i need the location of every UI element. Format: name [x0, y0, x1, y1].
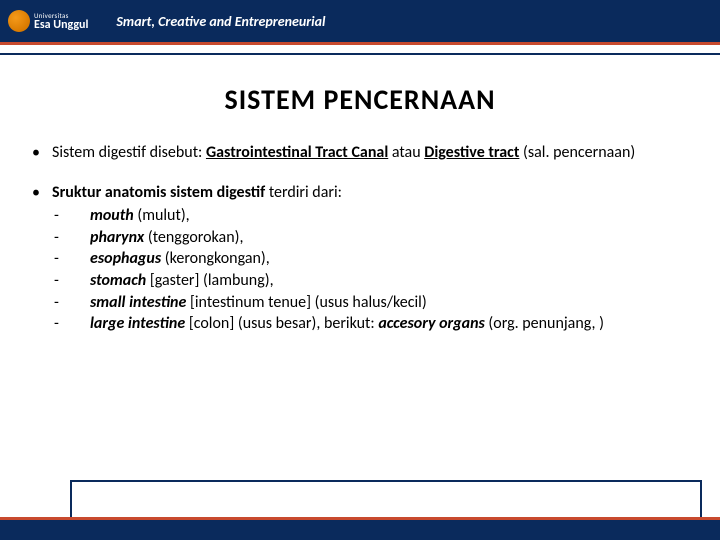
- subtext: small intestine [intestinum tenue] (usus…: [90, 292, 688, 314]
- list-item: - small intestine [intestinum tenue] (us…: [52, 292, 688, 314]
- list-item: - mouth (mulut),: [52, 205, 688, 227]
- tail: (org. penunjang, ): [485, 314, 604, 333]
- top-gap: [0, 45, 720, 53]
- subtext: large intestine [colon] (usus besar), be…: [90, 313, 688, 335]
- dash: -: [52, 205, 90, 227]
- subtext: stomach [gaster] (lambung),: [90, 270, 688, 292]
- subtext: esophagus (kerongkongan),: [90, 248, 688, 270]
- sublist: - mouth (mulut), - pharynx (tenggorokan)…: [52, 205, 688, 335]
- b2-lead-rest: terdiri dari:: [265, 183, 342, 202]
- term2: accesory organs: [378, 314, 485, 333]
- term: large intestine: [90, 314, 185, 333]
- bullet-1-body: Sistem digestif disebut: Gastrointestina…: [52, 142, 688, 164]
- rest: [gaster] (lambung),: [146, 271, 273, 290]
- top-blue-line: [0, 53, 720, 55]
- footer-box: [70, 480, 702, 522]
- b1-post: (sal. pencernaan): [519, 143, 635, 162]
- header-bar: Universitas Esa Unggul Smart, Creative a…: [0, 0, 720, 42]
- rest: (tenggorokan),: [144, 228, 243, 247]
- b1-mid: atau: [388, 143, 424, 162]
- dash: -: [52, 227, 90, 249]
- dash: -: [52, 313, 90, 335]
- dash: -: [52, 248, 90, 270]
- logo-text: Universitas Esa Unggul: [34, 12, 88, 31]
- subtext: pharynx (tenggorokan),: [90, 227, 688, 249]
- bullet-1: • Sistem digestif disebut: Gastrointesti…: [32, 142, 688, 164]
- logo-icon: [8, 10, 30, 32]
- term: stomach: [90, 271, 146, 290]
- rest: [intestinum tenue] (usus halus/kecil): [186, 293, 426, 312]
- rest: (kerongkongan),: [161, 249, 270, 268]
- b2-lead-bold: Sruktur anatomis sistem digestif: [52, 183, 265, 202]
- b1-pre: Sistem digestif disebut:: [52, 143, 206, 162]
- page-title: SISTEM PENCERNAAN: [0, 82, 720, 117]
- bullet-2-body: Sruktur anatomis sistem digestif terdiri…: [52, 182, 688, 335]
- list-item: - esophagus (kerongkongan),: [52, 248, 688, 270]
- b1-bold2: Digestive tract: [424, 143, 519, 162]
- term: mouth: [90, 206, 134, 225]
- bullet-2: • Sruktur anatomis sistem digestif terdi…: [32, 182, 688, 335]
- term: small intestine: [90, 293, 186, 312]
- rest: (mulut),: [134, 206, 190, 225]
- footer-bar: [0, 520, 720, 540]
- logo: Universitas Esa Unggul: [8, 10, 88, 32]
- list-item: - large intestine [colon] (usus besar), …: [52, 313, 688, 335]
- dash: -: [52, 292, 90, 314]
- content: • Sistem digestif disebut: Gastrointesti…: [32, 142, 688, 353]
- dash: -: [52, 270, 90, 292]
- list-item: - pharynx (tenggorokan),: [52, 227, 688, 249]
- b1-bold1: Gastrointestinal Tract Canal: [206, 143, 388, 162]
- tagline: Smart, Creative and Entrepreneurial: [116, 13, 325, 30]
- subtext: mouth (mulut),: [90, 205, 688, 227]
- logo-name-label: Esa Unggul: [34, 19, 88, 31]
- term: esophagus: [90, 249, 161, 268]
- mid: [colon] (usus besar), berikut:: [185, 314, 378, 333]
- term: pharynx: [90, 228, 144, 247]
- bullet-mark: •: [32, 142, 52, 164]
- bullet-mark: •: [32, 182, 52, 335]
- list-item: - stomach [gaster] (lambung),: [52, 270, 688, 292]
